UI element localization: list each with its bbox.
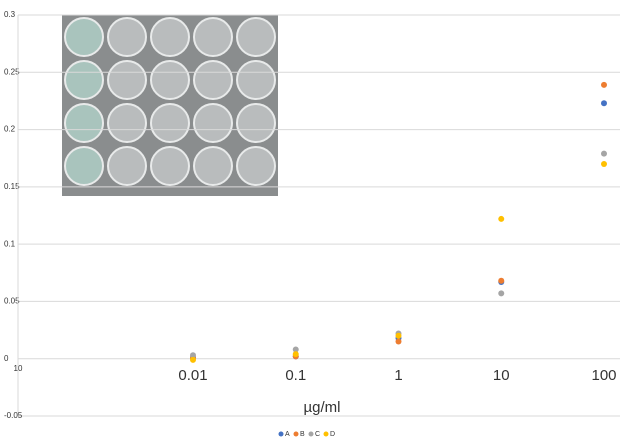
well <box>107 103 147 143</box>
legend-label: C <box>315 431 320 438</box>
point <box>292 346 299 353</box>
well <box>193 17 233 57</box>
x-tick-label: 1 <box>394 367 402 384</box>
well <box>150 146 190 186</box>
point <box>498 290 505 297</box>
y-tick-label: 0.2 <box>4 125 16 134</box>
well <box>236 60 276 100</box>
legend-marker <box>308 431 314 437</box>
y-tick-label: 0.3 <box>4 10 16 19</box>
legend-label: A <box>285 431 290 438</box>
point <box>601 160 607 167</box>
well <box>64 17 104 57</box>
point <box>498 277 505 284</box>
well <box>107 146 147 186</box>
point <box>190 356 196 363</box>
y-tick-label: 0 <box>4 354 9 363</box>
legend-label: D <box>330 431 335 438</box>
point <box>601 100 607 107</box>
legend-marker <box>278 431 284 437</box>
well <box>193 60 233 100</box>
well <box>150 103 190 143</box>
x-tick-label: 0.01 <box>178 367 207 384</box>
x-tick-label: 10 <box>493 367 510 384</box>
wells <box>64 17 276 186</box>
well <box>107 60 147 100</box>
x-tick-label: 0.1 <box>285 367 306 384</box>
point <box>601 150 607 157</box>
point <box>395 332 402 339</box>
y-tick-label: 0.25 <box>4 67 20 76</box>
well <box>236 103 276 143</box>
y-tick-label: 0.15 <box>4 182 20 191</box>
y-tick-label: -0.05 <box>4 411 23 420</box>
well <box>150 60 190 100</box>
legend-marker <box>293 431 299 437</box>
point <box>395 338 402 345</box>
well <box>150 17 190 57</box>
y-tick-label: 0.1 <box>4 239 16 248</box>
legend-marker <box>323 431 329 437</box>
x-tick-label: 100 <box>591 367 616 384</box>
well <box>107 17 147 57</box>
legend-label: B <box>300 431 305 438</box>
well <box>193 103 233 143</box>
plate-photo <box>62 15 278 196</box>
point <box>292 351 299 358</box>
well <box>236 146 276 186</box>
point <box>498 215 505 222</box>
well <box>64 146 104 186</box>
point <box>190 352 196 359</box>
y-tick-label: 0.05 <box>4 297 20 306</box>
x-axis-title: µg/ml <box>304 399 341 416</box>
well <box>64 103 104 143</box>
well <box>236 17 276 57</box>
well <box>193 146 233 186</box>
point <box>601 81 607 88</box>
well <box>64 60 104 100</box>
